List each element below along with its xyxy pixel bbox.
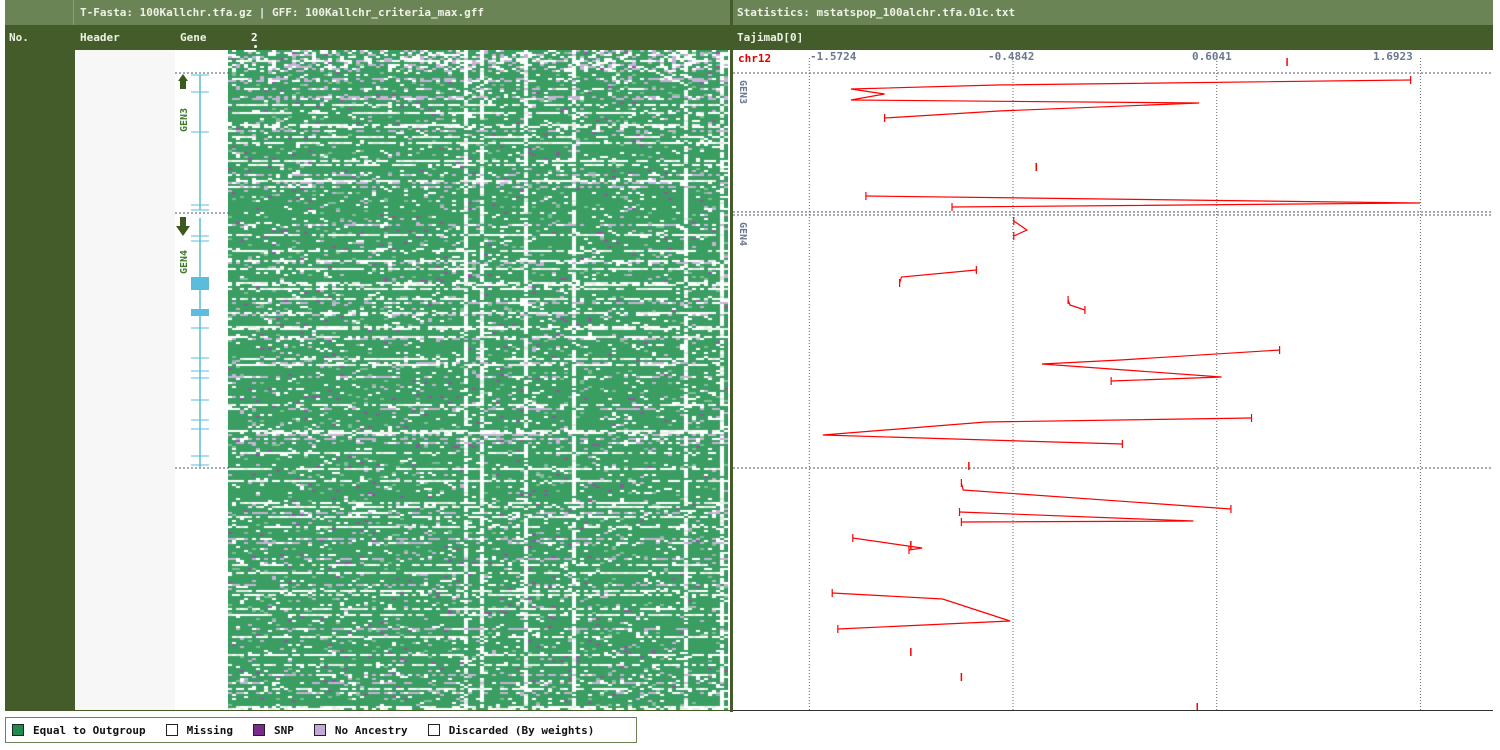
tajima-d-series — [1041, 349, 1280, 382]
gene-label-gen4: GEN4 — [179, 249, 190, 274]
chromosome-label: chr12 — [738, 52, 772, 65]
x-tick-label: 0.6041 — [1192, 50, 1232, 63]
tajima-d-series — [822, 417, 1252, 445]
alignment-matrix[interactable] — [228, 50, 728, 710]
plot-gene-label-gen4: GEN4 — [737, 222, 748, 247]
right-panel-bottom-border — [733, 710, 1493, 711]
tajima-d-plot[interactable] — [733, 50, 1493, 710]
legend-swatch — [313, 724, 326, 736]
tajima-d-series — [850, 79, 1411, 119]
legend: Equal to Outgroup Missing SNP No Ancestr… — [5, 717, 637, 743]
legend-swatch — [165, 724, 178, 736]
tajima-d-series — [1067, 299, 1086, 311]
stat-header-row — [733, 25, 1493, 50]
x-tick-label: -0.4842 — [988, 50, 1035, 63]
gene-label-gen3: GEN3 — [179, 107, 190, 132]
position-ruler-label: 2 — [251, 31, 258, 44]
top-bar-left-spacer — [5, 0, 74, 25]
strand-up-arrow-icon — [178, 74, 188, 89]
legend-label: Equal to Outgroup — [33, 723, 146, 737]
col-gene-header[interactable]: Gene — [180, 31, 207, 44]
plot-gene-label-gen3: GEN3 — [737, 80, 748, 105]
legend-swatch — [12, 724, 24, 736]
legend-item-equal[interactable]: Equal to Outgroup — [12, 724, 146, 737]
col-no-header[interactable]: No. — [9, 31, 29, 44]
x-tick-label: -1.5724 — [810, 50, 857, 63]
tajima-d-series — [865, 195, 1421, 208]
top-bar — [5, 0, 1493, 25]
legend-label: SNP — [273, 723, 294, 737]
stat-name: TajimaD[0] — [737, 31, 804, 44]
position-marker — [254, 45, 257, 48]
row-number-column — [5, 50, 75, 710]
legend-label: Discarded (By weights) — [448, 723, 595, 737]
tajima-d-series — [852, 537, 923, 551]
tajima-d-series — [959, 511, 1194, 523]
legend-item-discarded[interactable]: Discarded (By weights) — [427, 723, 595, 737]
gene-column — [175, 50, 228, 710]
legend-label: No Ancestry — [334, 723, 408, 737]
gene-track — [175, 72, 230, 469]
strand-down-arrow-icon — [176, 217, 190, 236]
legend-swatch — [427, 724, 440, 736]
legend-label: Missing — [186, 723, 233, 737]
col-header-header[interactable]: Header — [80, 31, 120, 44]
tajima-d-series — [960, 482, 1231, 510]
exon-block — [191, 309, 209, 316]
header-column — [75, 50, 175, 710]
exon-block — [191, 277, 209, 290]
tajima-d-series — [832, 592, 1011, 630]
left-panel-title: T-Fasta: 100Kallchr.tfa.gz | GFF: 100Kal… — [80, 6, 484, 19]
left-panel-bottom-border — [5, 710, 730, 711]
header-row — [5, 25, 730, 50]
tajima-d-series — [1013, 220, 1029, 237]
legend-item-no-ancestry[interactable]: No Ancestry — [313, 723, 408, 737]
tajima-d-series — [899, 269, 977, 284]
x-tick-label: 1.6923 — [1373, 50, 1413, 63]
panel-splitter[interactable] — [730, 0, 733, 712]
legend-swatch — [252, 724, 265, 736]
legend-item-snp[interactable]: SNP — [252, 723, 294, 737]
right-panel-title: Statistics: mstatspop_100alchr.tfa.01c.t… — [737, 6, 1016, 19]
legend-item-missing[interactable]: Missing — [165, 723, 233, 737]
